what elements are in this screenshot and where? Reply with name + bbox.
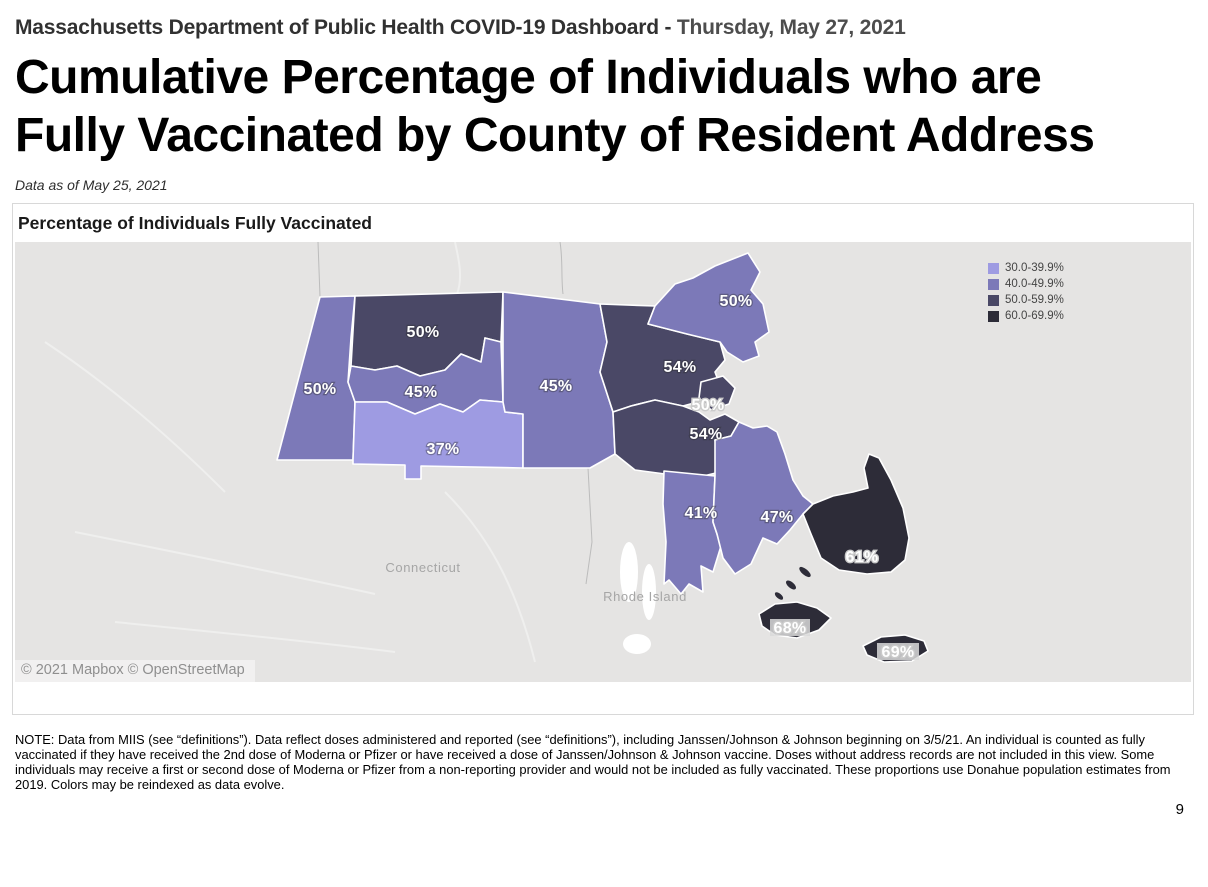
state-border-ct-ri (585, 468, 593, 585)
choropleth-map[interactable]: Connecticut Rhode Island (15, 242, 1191, 683)
legend-item-50-59[interactable]: 50.0-59.9% (988, 292, 1064, 308)
county-suffolk[interactable] (698, 375, 736, 411)
county-label-dukes: 68% (774, 620, 807, 637)
county-label-barnstable: 61% (846, 549, 879, 566)
report-header-date: Thursday, May 27, 2021 (676, 16, 906, 39)
county-label-plymouth: 47% (761, 509, 794, 526)
legend-swatch (988, 262, 999, 274)
state-border-ny-vt (317, 242, 321, 298)
legend-item-40-49[interactable]: 40.0-49.9% (988, 276, 1064, 292)
legend-item-30-39[interactable]: 30.0-39.9% (988, 260, 1064, 276)
report-header: Massachusetts Department of Public Healt… (0, 0, 1208, 40)
map-attribution[interactable]: © 2021 Mapbox © OpenStreetMap (15, 660, 255, 683)
county-label-middlesex: 54% (664, 359, 697, 376)
map-legend: 30.0-39.9% 40.0-49.9% 50.0-59.9% 60.0-69… (988, 260, 1064, 324)
page-number: 9 (1175, 801, 1184, 819)
county-label-norfolk: 54% (690, 426, 723, 443)
label-halo-box (877, 643, 919, 661)
basemap-texture (444, 491, 536, 663)
county-label-suffolk: 50% (692, 397, 725, 414)
county-essex[interactable] (647, 252, 770, 363)
county-plymouth[interactable] (712, 421, 814, 575)
legend-label: 50.0-59.9% (1005, 294, 1064, 307)
map-canvas[interactable]: Connecticut Rhode Island (15, 242, 1191, 683)
county-bristol[interactable] (662, 470, 722, 595)
elizabeth-islands (774, 592, 784, 600)
elizabeth-islands (786, 580, 796, 590)
legend-label: 60.0-69.9% (1005, 310, 1064, 323)
basemap-texture (44, 341, 226, 493)
legend-label: 30.0-39.9% (1005, 262, 1064, 275)
basemap-label-connecticut: Connecticut (385, 560, 460, 575)
label-halo-box (770, 619, 810, 637)
water-bay (642, 564, 656, 621)
water-bay (623, 634, 651, 655)
county-label-nantucket: 69% (882, 644, 915, 661)
page-title: Cumulative Percentage of Individuals who… (15, 51, 1095, 163)
county-barnstable[interactable] (802, 453, 910, 575)
report-page: Massachusetts Department of Public Healt… (0, 0, 1208, 819)
legend-swatch (988, 278, 999, 290)
water-bay (620, 542, 638, 603)
county-label-essex: 50% (720, 293, 753, 310)
footnote: NOTE: Data from MIIS (see “definitions”)… (15, 732, 1171, 793)
legend-swatch (988, 310, 999, 322)
state-border-vt-nh (559, 242, 564, 295)
legend-swatch (988, 294, 999, 306)
basemap-texture (454, 242, 462, 295)
map-panel: Percentage of Individuals Fully Vaccinat… (12, 203, 1194, 716)
legend-item-60-69[interactable]: 60.0-69.9% (988, 308, 1064, 324)
basemap-land (15, 242, 777, 683)
county-label-worcester: 45% (540, 378, 573, 395)
county-label-hampden: 37% (427, 441, 460, 458)
basemap-texture (114, 621, 396, 654)
legend-label: 40.0-49.9% (1005, 278, 1064, 291)
report-header-text: Massachusetts Department of Public Healt… (15, 16, 677, 39)
data-as-of-note: Data as of May 25, 2021 (15, 177, 168, 194)
basemap-label-rhode-island: Rhode Island (603, 589, 687, 604)
county-label-franklin: 50% (407, 324, 440, 341)
basemap-texture (74, 531, 376, 596)
county-label-bristol: 41% (685, 505, 718, 522)
county-label-hampshire: 45% (405, 384, 438, 401)
county-label-berkshire: 50% (304, 381, 337, 398)
map-panel-title: Percentage of Individuals Fully Vaccinat… (18, 213, 372, 234)
elizabeth-islands (799, 567, 811, 578)
